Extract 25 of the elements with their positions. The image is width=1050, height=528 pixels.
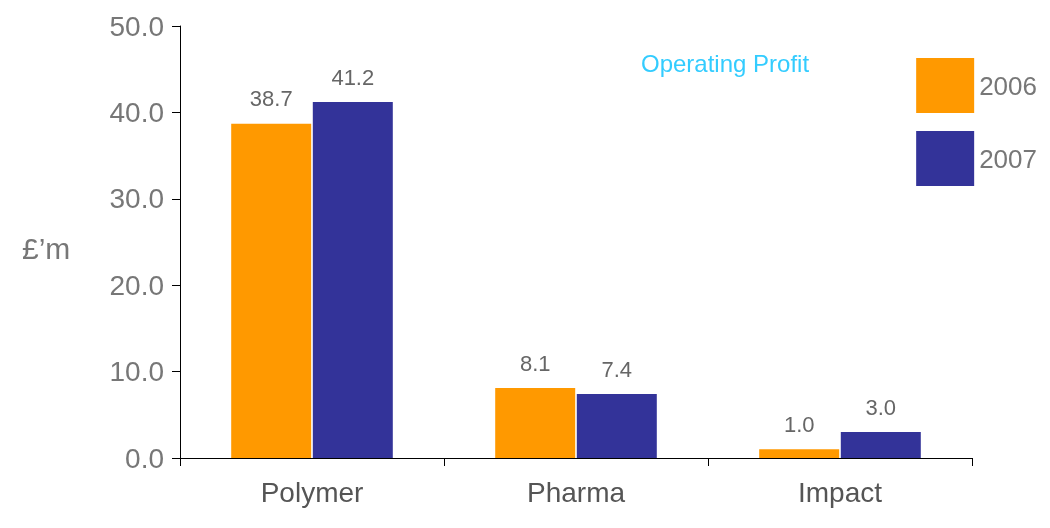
x-tick-label: Pharma [526,476,626,508]
text: Operating Profit [641,49,810,77]
bar [759,449,840,458]
y-axis-title: £’m [22,231,71,265]
legend-label: 2006 [979,70,1037,101]
y-tick-label: 30.0 [109,183,164,215]
data-label: 8.1 [519,350,551,376]
y-tick-label: 10.0 [109,356,164,388]
y-tick-label: 40.0 [109,96,164,128]
bar [576,394,657,458]
legend-label: 2007 [979,143,1037,174]
data-label: 1.0 [783,411,815,437]
data-label: 38.7 [249,86,293,112]
data-label: 3.0 [865,394,897,420]
bar [231,123,312,458]
bar [495,388,576,458]
x-tick-label: Polymer [260,476,364,508]
y-tick-label: 0.0 [125,442,164,474]
bar [312,102,393,458]
bar [840,432,921,458]
y-tick-label: 20.0 [109,269,164,301]
data-label: 7.4 [601,356,633,382]
x-tick-label: Impact [797,476,883,508]
y-tick-label: 50.0 [109,10,164,42]
data-label: 41.2 [331,64,375,90]
